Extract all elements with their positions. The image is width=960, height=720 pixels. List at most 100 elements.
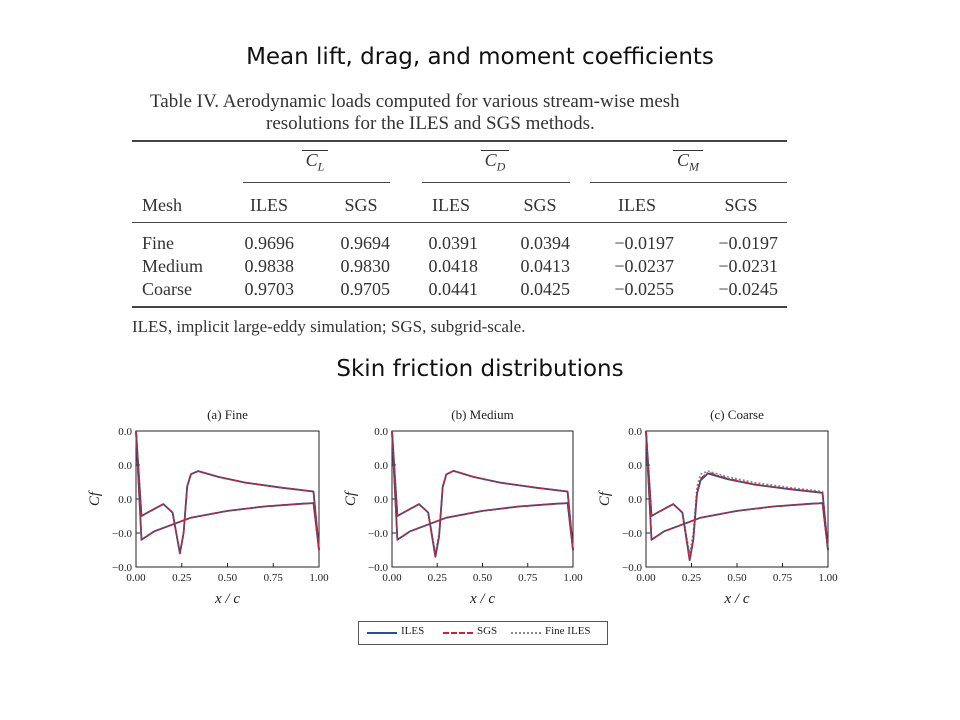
table-cell: 0.9830 bbox=[340, 256, 391, 276]
series-line-fine-iles-lower bbox=[391, 430, 574, 551]
chart-legend: ILES SGS Fine ILES bbox=[358, 621, 608, 645]
series-line-fine-iles-lower bbox=[135, 430, 320, 551]
row-mesh-label: Fine bbox=[142, 233, 175, 253]
x-tick-label: 1.00 bbox=[563, 572, 583, 584]
y-axis-label: Cf bbox=[87, 490, 103, 506]
y-tick-label: 0.0 bbox=[374, 426, 388, 438]
x-tick-label: 0.25 bbox=[172, 572, 192, 584]
y-tick-label: 0.0 bbox=[374, 494, 388, 506]
row-mesh-label: Medium bbox=[142, 256, 203, 276]
y-tick-label: −0.0 bbox=[368, 528, 388, 540]
col-header-cd-sgs: SGS bbox=[523, 195, 557, 215]
table-cell: 0.0418 bbox=[428, 256, 479, 276]
x-tick-label: 1.00 bbox=[818, 572, 838, 584]
table-cell: 0.9703 bbox=[244, 279, 295, 299]
y-tick-label: 0.0 bbox=[628, 494, 642, 506]
series-line-iles-upper bbox=[645, 430, 829, 562]
y-tick-label: 0.0 bbox=[628, 460, 642, 472]
table-cell: −0.0231 bbox=[718, 256, 778, 276]
table-cell: 0.0441 bbox=[428, 279, 479, 299]
x-tick-label: 0.75 bbox=[264, 572, 284, 584]
table-cell: −0.0245 bbox=[718, 279, 778, 299]
table-cell: −0.0197 bbox=[614, 233, 674, 253]
chart-title: (c) Coarse bbox=[710, 407, 764, 422]
plot-frame bbox=[645, 430, 829, 568]
table-cell: 0.9705 bbox=[340, 279, 391, 299]
table-cell: 0.0394 bbox=[520, 233, 571, 253]
x-tick-label: 0.50 bbox=[473, 572, 493, 584]
series-line-sgs-upper bbox=[135, 430, 320, 555]
cm-group-header: CM bbox=[658, 150, 718, 176]
y-axis-label: Cf bbox=[343, 490, 359, 506]
table-cell: 0.0413 bbox=[520, 256, 571, 276]
chart-title: (a) Fine bbox=[207, 407, 248, 422]
loads-heading: Mean lift, drag, and moment coefficients bbox=[246, 44, 714, 70]
table-cell: 0.0425 bbox=[520, 279, 571, 299]
cd-group-header: CD bbox=[465, 150, 525, 176]
table-cell: 0.0391 bbox=[428, 233, 479, 253]
x-tick-label: 0.75 bbox=[773, 572, 793, 584]
table-cell: 0.9696 bbox=[244, 233, 295, 253]
y-tick-label: −0.0 bbox=[112, 562, 132, 574]
series-line-fine-iles-upper bbox=[391, 430, 574, 555]
col-header-cl-iles: ILES bbox=[250, 195, 288, 215]
series-line-sgs-lower bbox=[645, 430, 829, 551]
col-header-mesh: Mesh bbox=[142, 195, 182, 215]
table-cell: 0.9694 bbox=[340, 233, 391, 253]
plot-frame bbox=[135, 430, 320, 568]
table-caption-line2: resolutions for the ILES and SGS methods… bbox=[266, 113, 595, 134]
cl-group-header: CL bbox=[285, 150, 345, 176]
legend-swatch bbox=[367, 632, 397, 634]
col-header-cd-iles: ILES bbox=[432, 195, 470, 215]
series-line-iles-lower bbox=[391, 430, 574, 551]
cd-group-rule bbox=[422, 182, 570, 183]
y-tick-label: 0.0 bbox=[628, 426, 642, 438]
plot-frame bbox=[391, 430, 574, 568]
table-caption-line1: Table IV. Aerodynamic loads computed for… bbox=[150, 91, 680, 112]
y-tick-label: 0.0 bbox=[118, 426, 132, 438]
y-tick-label: 0.0 bbox=[374, 460, 388, 472]
table-cell: −0.0197 bbox=[718, 233, 778, 253]
series-line-sgs-upper bbox=[391, 430, 574, 558]
y-axis-label: Cf bbox=[597, 490, 613, 506]
y-tick-label: 0.0 bbox=[118, 460, 132, 472]
table-footnote: ILES, implicit large-eddy simulation; SG… bbox=[132, 317, 526, 336]
legend-swatch bbox=[511, 632, 541, 634]
legend-swatch bbox=[443, 632, 473, 634]
x-axis-label: x / c bbox=[214, 591, 240, 607]
x-tick-label: 0.75 bbox=[518, 572, 538, 584]
col-header-cm-iles: ILES bbox=[618, 195, 656, 215]
series-line-fine-iles-upper bbox=[135, 430, 320, 555]
legend-label: ILES bbox=[401, 625, 425, 637]
row-mesh-label: Coarse bbox=[142, 279, 192, 299]
y-tick-label: −0.0 bbox=[622, 528, 642, 540]
cm-group-rule bbox=[590, 182, 787, 183]
series-line-iles-lower bbox=[135, 430, 320, 551]
series-line-iles-upper bbox=[135, 430, 320, 555]
series-line-sgs-lower bbox=[391, 430, 574, 551]
y-tick-label: −0.0 bbox=[368, 562, 388, 574]
x-tick-label: 0.00 bbox=[382, 572, 402, 584]
table-bottom-rule bbox=[132, 306, 787, 308]
x-tick-label: 0.50 bbox=[727, 572, 747, 584]
col-header-cm-sgs: SGS bbox=[724, 195, 758, 215]
table-cell: −0.0255 bbox=[614, 279, 674, 299]
table-header-rule bbox=[132, 222, 787, 223]
y-tick-label: −0.0 bbox=[112, 528, 132, 540]
x-tick-label: 0.25 bbox=[428, 572, 448, 584]
x-tick-label: 0.00 bbox=[636, 572, 656, 584]
x-tick-label: 1.00 bbox=[309, 572, 329, 584]
series-line-fine-iles-upper bbox=[645, 430, 829, 555]
series-line-iles-upper bbox=[391, 430, 574, 558]
series-line-sgs-upper bbox=[645, 430, 829, 561]
legend-label: Fine ILES bbox=[545, 625, 591, 637]
skin-friction-heading: Skin friction distributions bbox=[336, 356, 624, 382]
table-caption: Table IV. Aerodynamic loads computed for… bbox=[150, 91, 780, 135]
table-cell: 0.9838 bbox=[244, 256, 295, 276]
x-axis-label: x / c bbox=[724, 591, 750, 607]
table-cell: −0.0237 bbox=[614, 256, 674, 276]
y-tick-label: −0.0 bbox=[622, 562, 642, 574]
x-tick-label: 0.00 bbox=[126, 572, 146, 584]
x-tick-label: 0.50 bbox=[218, 572, 238, 584]
